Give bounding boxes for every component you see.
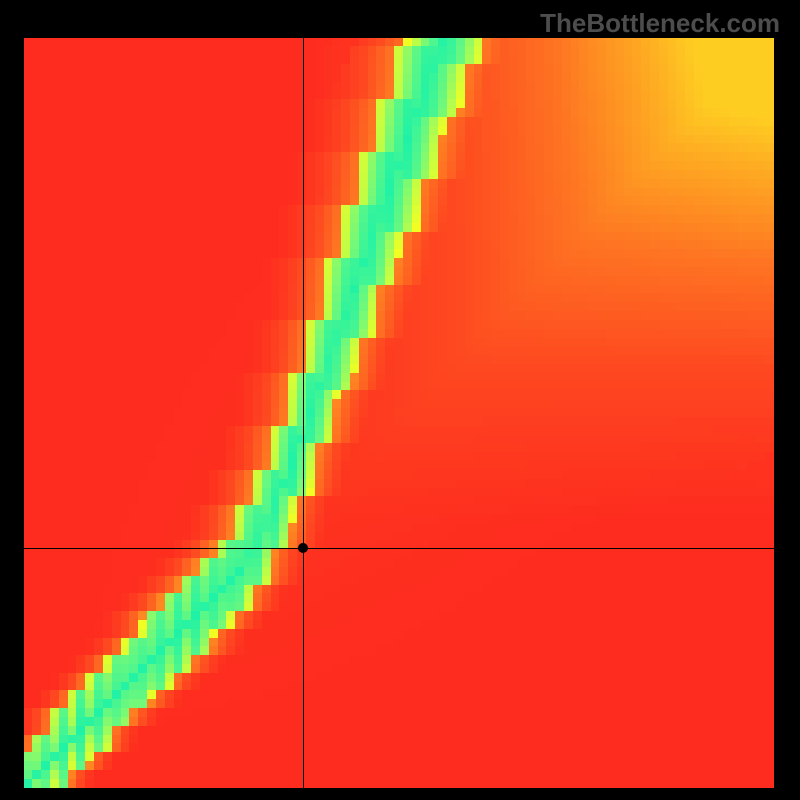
bottleneck-heatmap xyxy=(24,38,774,788)
chart-container: TheBottleneck.com xyxy=(0,0,800,800)
watermark-text: TheBottleneck.com xyxy=(540,8,780,39)
